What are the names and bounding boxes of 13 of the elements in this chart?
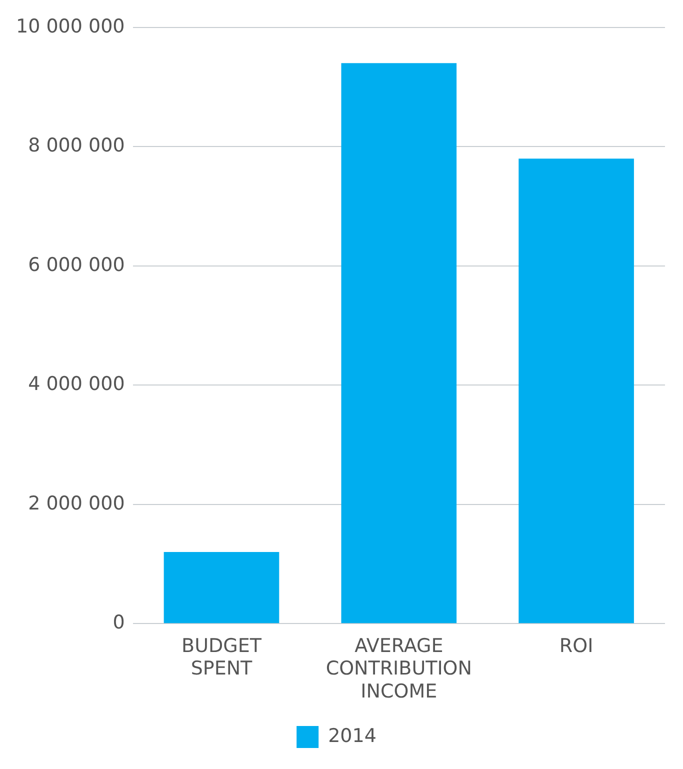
y-tick-label: 4 000 000	[28, 373, 125, 396]
y-tick-label: 8 000 000	[28, 134, 125, 157]
bar	[341, 63, 457, 624]
y-tick-label: 6 000 000	[28, 254, 125, 276]
x-tick-label: AVERAGE CONTRIBUTION INCOME	[326, 634, 472, 703]
legend-label: 2014	[328, 724, 376, 747]
bar	[164, 552, 280, 624]
x-tick-label: ROI	[559, 634, 594, 657]
y-tick-label: 2 000 000	[28, 492, 125, 514]
bar	[518, 158, 634, 624]
y-tick-label: 0	[112, 612, 125, 634]
y-tick-label: 10 000 000	[16, 15, 125, 38]
x-tick-label: BUDGET SPENT	[182, 634, 262, 680]
